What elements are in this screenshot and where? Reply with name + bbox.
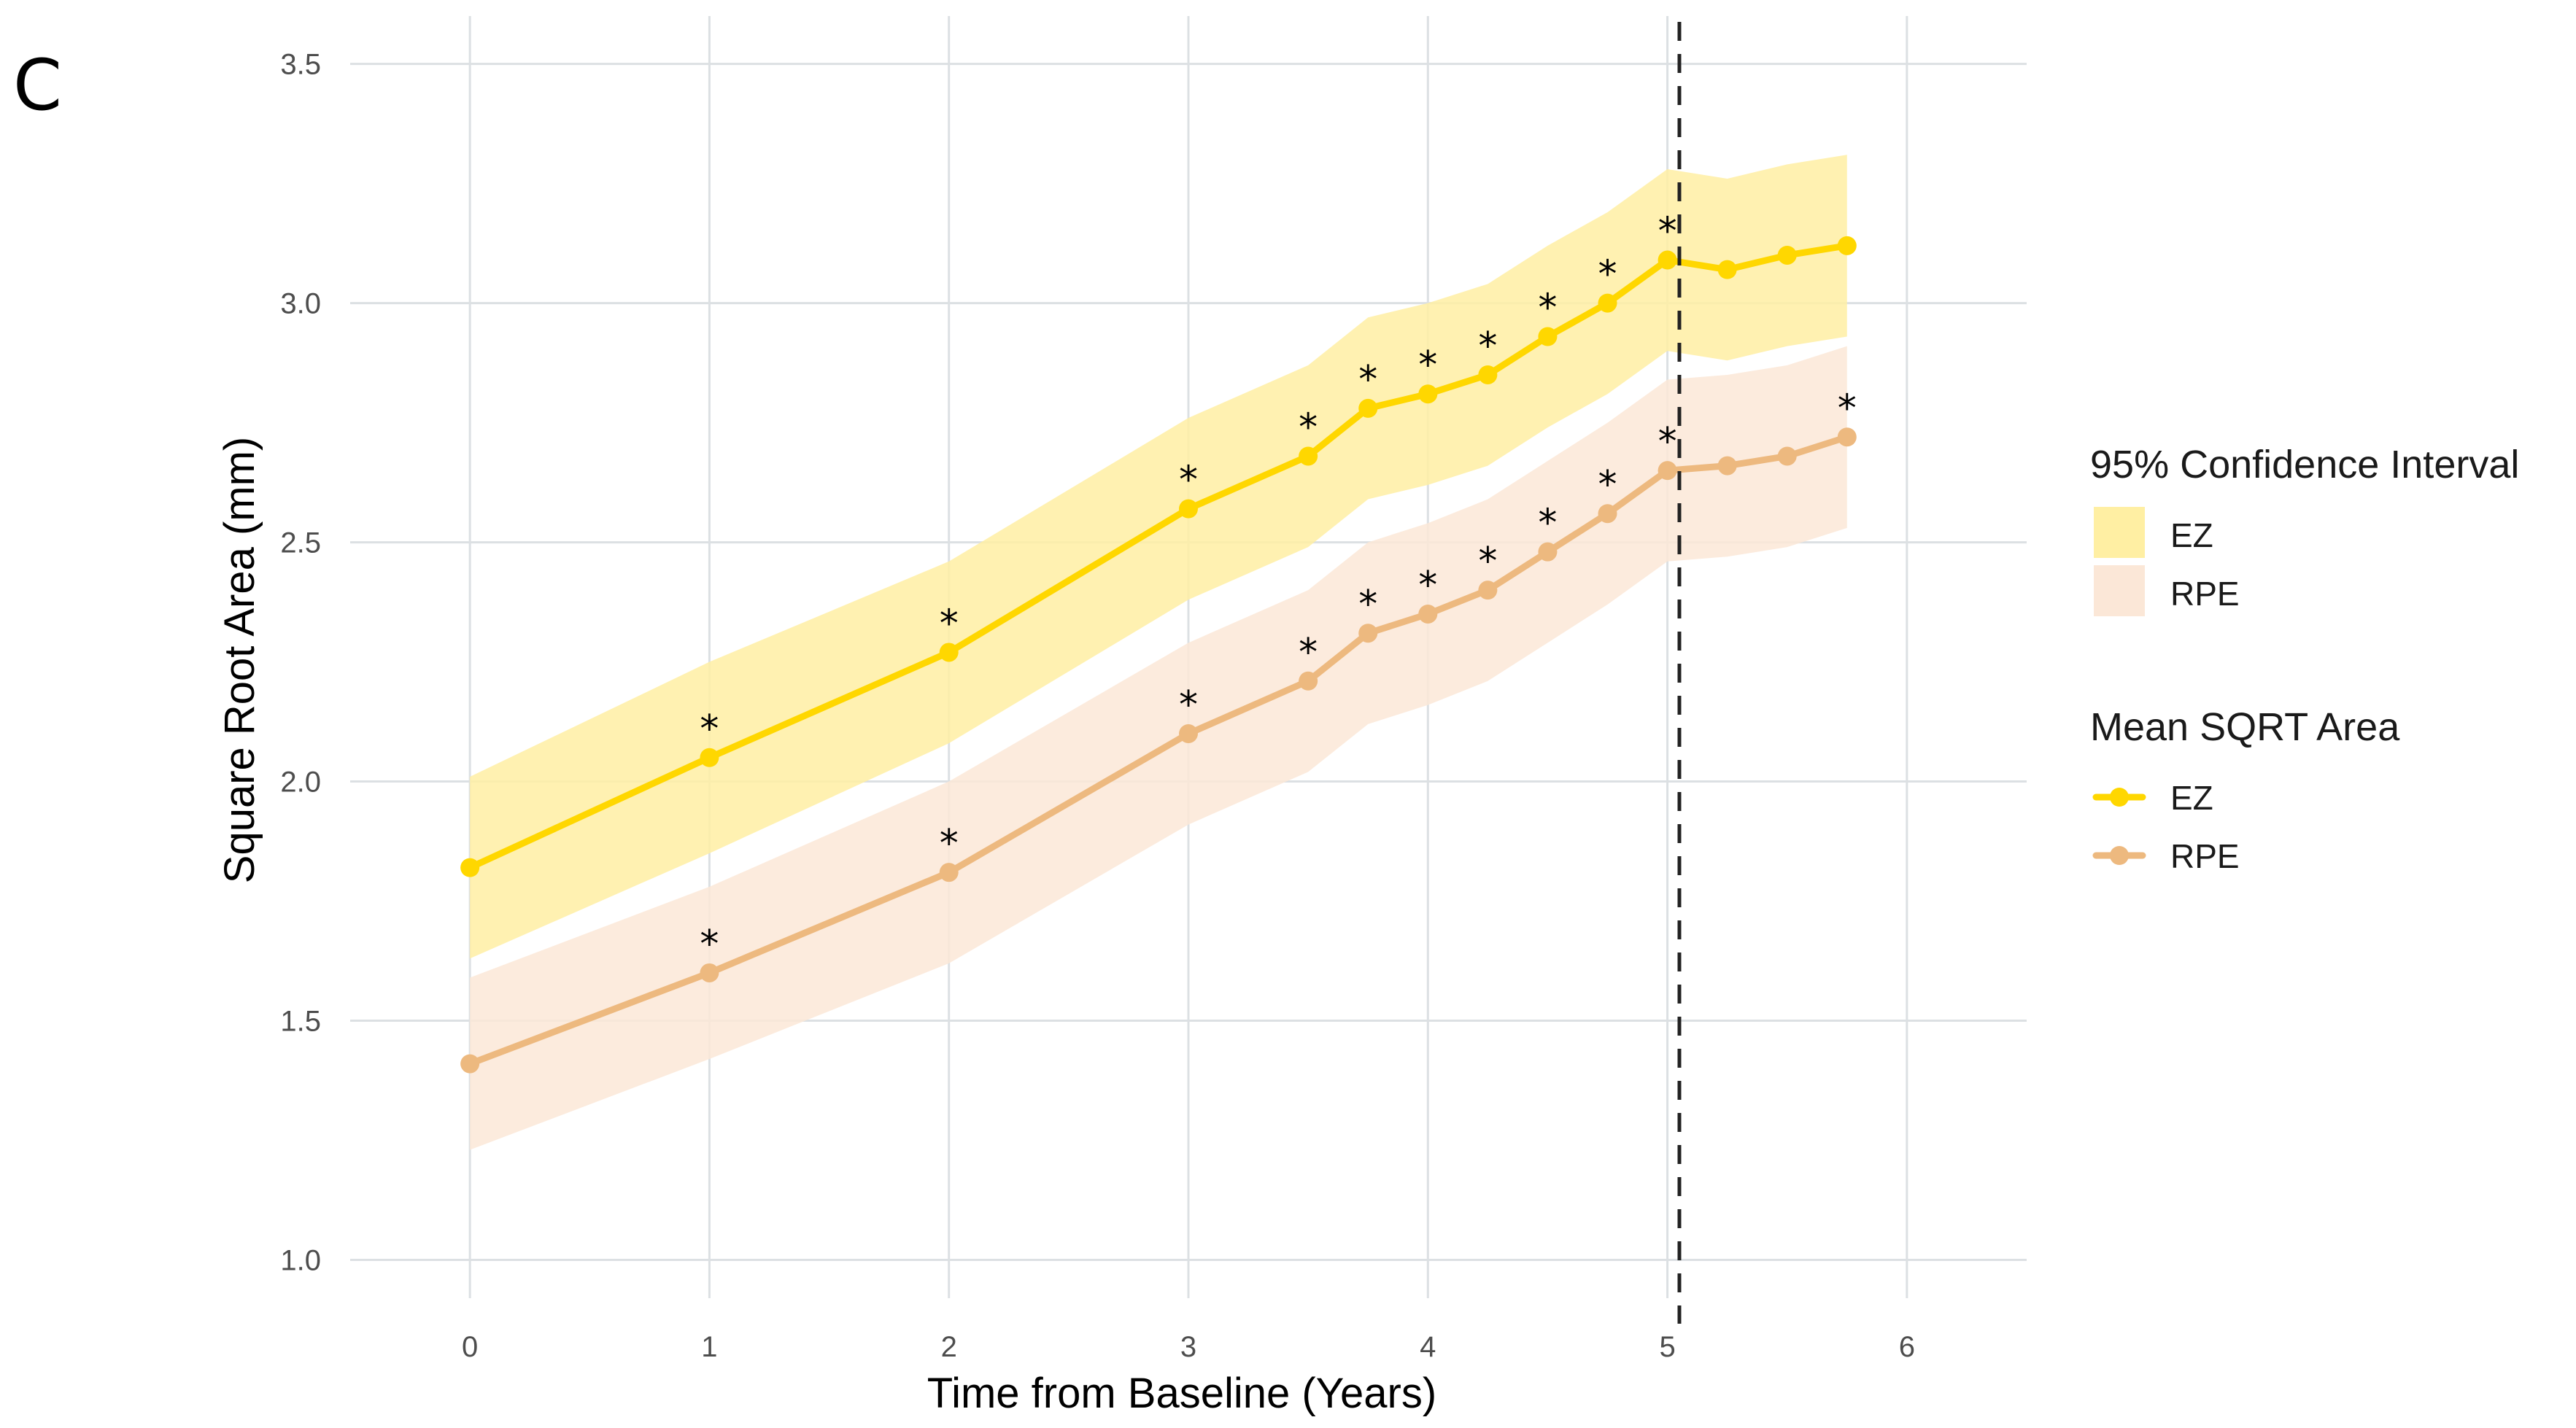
significance-star: *	[1418, 564, 1437, 608]
data-point-rpe	[1658, 461, 1677, 481]
significance-star: *	[1538, 287, 1557, 330]
legend-ci-ez-swatch	[2094, 507, 2145, 558]
data-point-rpe	[1358, 624, 1378, 643]
significance-markers: * * * * * * * * * * * * * * * * * * * * *	[700, 210, 1856, 966]
data-point-ez	[1538, 327, 1558, 346]
y-tick-label: 3.0	[280, 288, 321, 320]
legend-ci-ez-label: EZ	[2170, 516, 2213, 554]
data-point-rpe	[1179, 723, 1198, 743]
data-point-ez	[700, 748, 719, 767]
significance-star: *	[1478, 540, 1497, 583]
significance-star: *	[940, 602, 959, 645]
x-axis-title: Time from Baseline (Years)	[927, 1370, 1436, 1417]
significance-star: *	[1358, 583, 1377, 626]
data-point-ez	[1837, 236, 1857, 255]
data-point-rpe	[1538, 542, 1558, 562]
y-tick-label: 1.0	[280, 1245, 321, 1277]
significance-star: *	[1179, 459, 1198, 502]
data-point-ez	[1777, 245, 1797, 265]
data-point-ez	[1478, 365, 1498, 384]
x-tick-label: 0	[462, 1331, 478, 1363]
mean-line-ez	[466, 242, 1851, 872]
data-point-rpe	[1837, 427, 1857, 447]
significance-star: *	[1838, 387, 1857, 430]
significance-star: *	[1299, 405, 1318, 449]
significance-star: *	[1299, 631, 1318, 675]
significance-star: *	[1598, 253, 1617, 297]
data-point-ez	[1418, 384, 1438, 404]
data-point-rpe	[1777, 446, 1797, 466]
significance-star: *	[1418, 344, 1437, 387]
significance-star: *	[700, 923, 719, 966]
mean-line-rpe	[466, 433, 1851, 1068]
x-tick-label: 4	[1420, 1331, 1436, 1363]
data-point-rpe	[1478, 581, 1498, 600]
data-point-ez	[460, 858, 480, 877]
significance-star: *	[1658, 210, 1677, 254]
significance-star: *	[1538, 502, 1557, 546]
legend-ci-title: 95% Confidence Interval	[2090, 443, 2519, 486]
significance-star: *	[700, 707, 719, 751]
significance-star: *	[1358, 358, 1377, 402]
data-point-rpe	[1299, 671, 1318, 691]
data-point-ez	[1717, 260, 1737, 279]
legend-ci-rpe-swatch	[2094, 565, 2145, 616]
data-point-rpe	[1418, 604, 1438, 624]
data-point-rpe	[700, 963, 719, 982]
significance-star: *	[1658, 420, 1677, 464]
x-tick-label: 3	[1180, 1331, 1196, 1363]
y-tick-label: 3.5	[280, 49, 321, 81]
legend: 95% Confidence Interval EZ RPE Mean SQRT…	[2090, 443, 2519, 875]
panel-label: C	[13, 44, 62, 126]
data-point-rpe	[1717, 456, 1737, 476]
legend-mean-rpe-dot	[2110, 846, 2129, 865]
legend-mean-title: Mean SQRT Area	[2090, 705, 2400, 749]
data-point-ez	[1299, 446, 1318, 466]
legend-mean-rpe-label: RPE	[2170, 837, 2240, 875]
data-point-ez	[1598, 293, 1617, 313]
x-tick-label: 6	[1899, 1331, 1915, 1363]
axis-ticks: 0 1 2 3 4 5 6 1.0 1.5 2.0 2.5 3.0 3.5	[280, 49, 1915, 1363]
x-tick-label: 2	[941, 1331, 957, 1363]
data-point-ez	[1658, 250, 1677, 270]
series-points	[460, 236, 1857, 1074]
significance-star: *	[1478, 325, 1497, 368]
y-tick-label: 1.5	[280, 1006, 321, 1038]
data-point-ez	[1358, 398, 1378, 418]
significance-star: *	[1598, 463, 1617, 507]
y-axis-title: Square Root Area (mm)	[216, 437, 263, 883]
legend-ci-rpe-label: RPE	[2170, 575, 2240, 613]
y-tick-label: 2.0	[280, 767, 321, 799]
significance-star: *	[940, 822, 959, 866]
data-point-rpe	[460, 1054, 480, 1074]
significance-star: *	[1179, 683, 1198, 727]
legend-mean-ez-label: EZ	[2170, 779, 2213, 817]
data-point-ez	[939, 643, 959, 662]
data-point-rpe	[1598, 504, 1617, 524]
x-tick-label: 1	[701, 1331, 717, 1363]
ci-band-ez	[470, 155, 1847, 959]
legend-mean-ez-dot	[2110, 788, 2129, 807]
data-point-rpe	[939, 863, 959, 882]
y-tick-label: 2.5	[280, 527, 321, 559]
data-point-ez	[1179, 499, 1198, 519]
x-tick-label: 5	[1659, 1331, 1675, 1363]
series-lines	[466, 242, 1851, 1068]
